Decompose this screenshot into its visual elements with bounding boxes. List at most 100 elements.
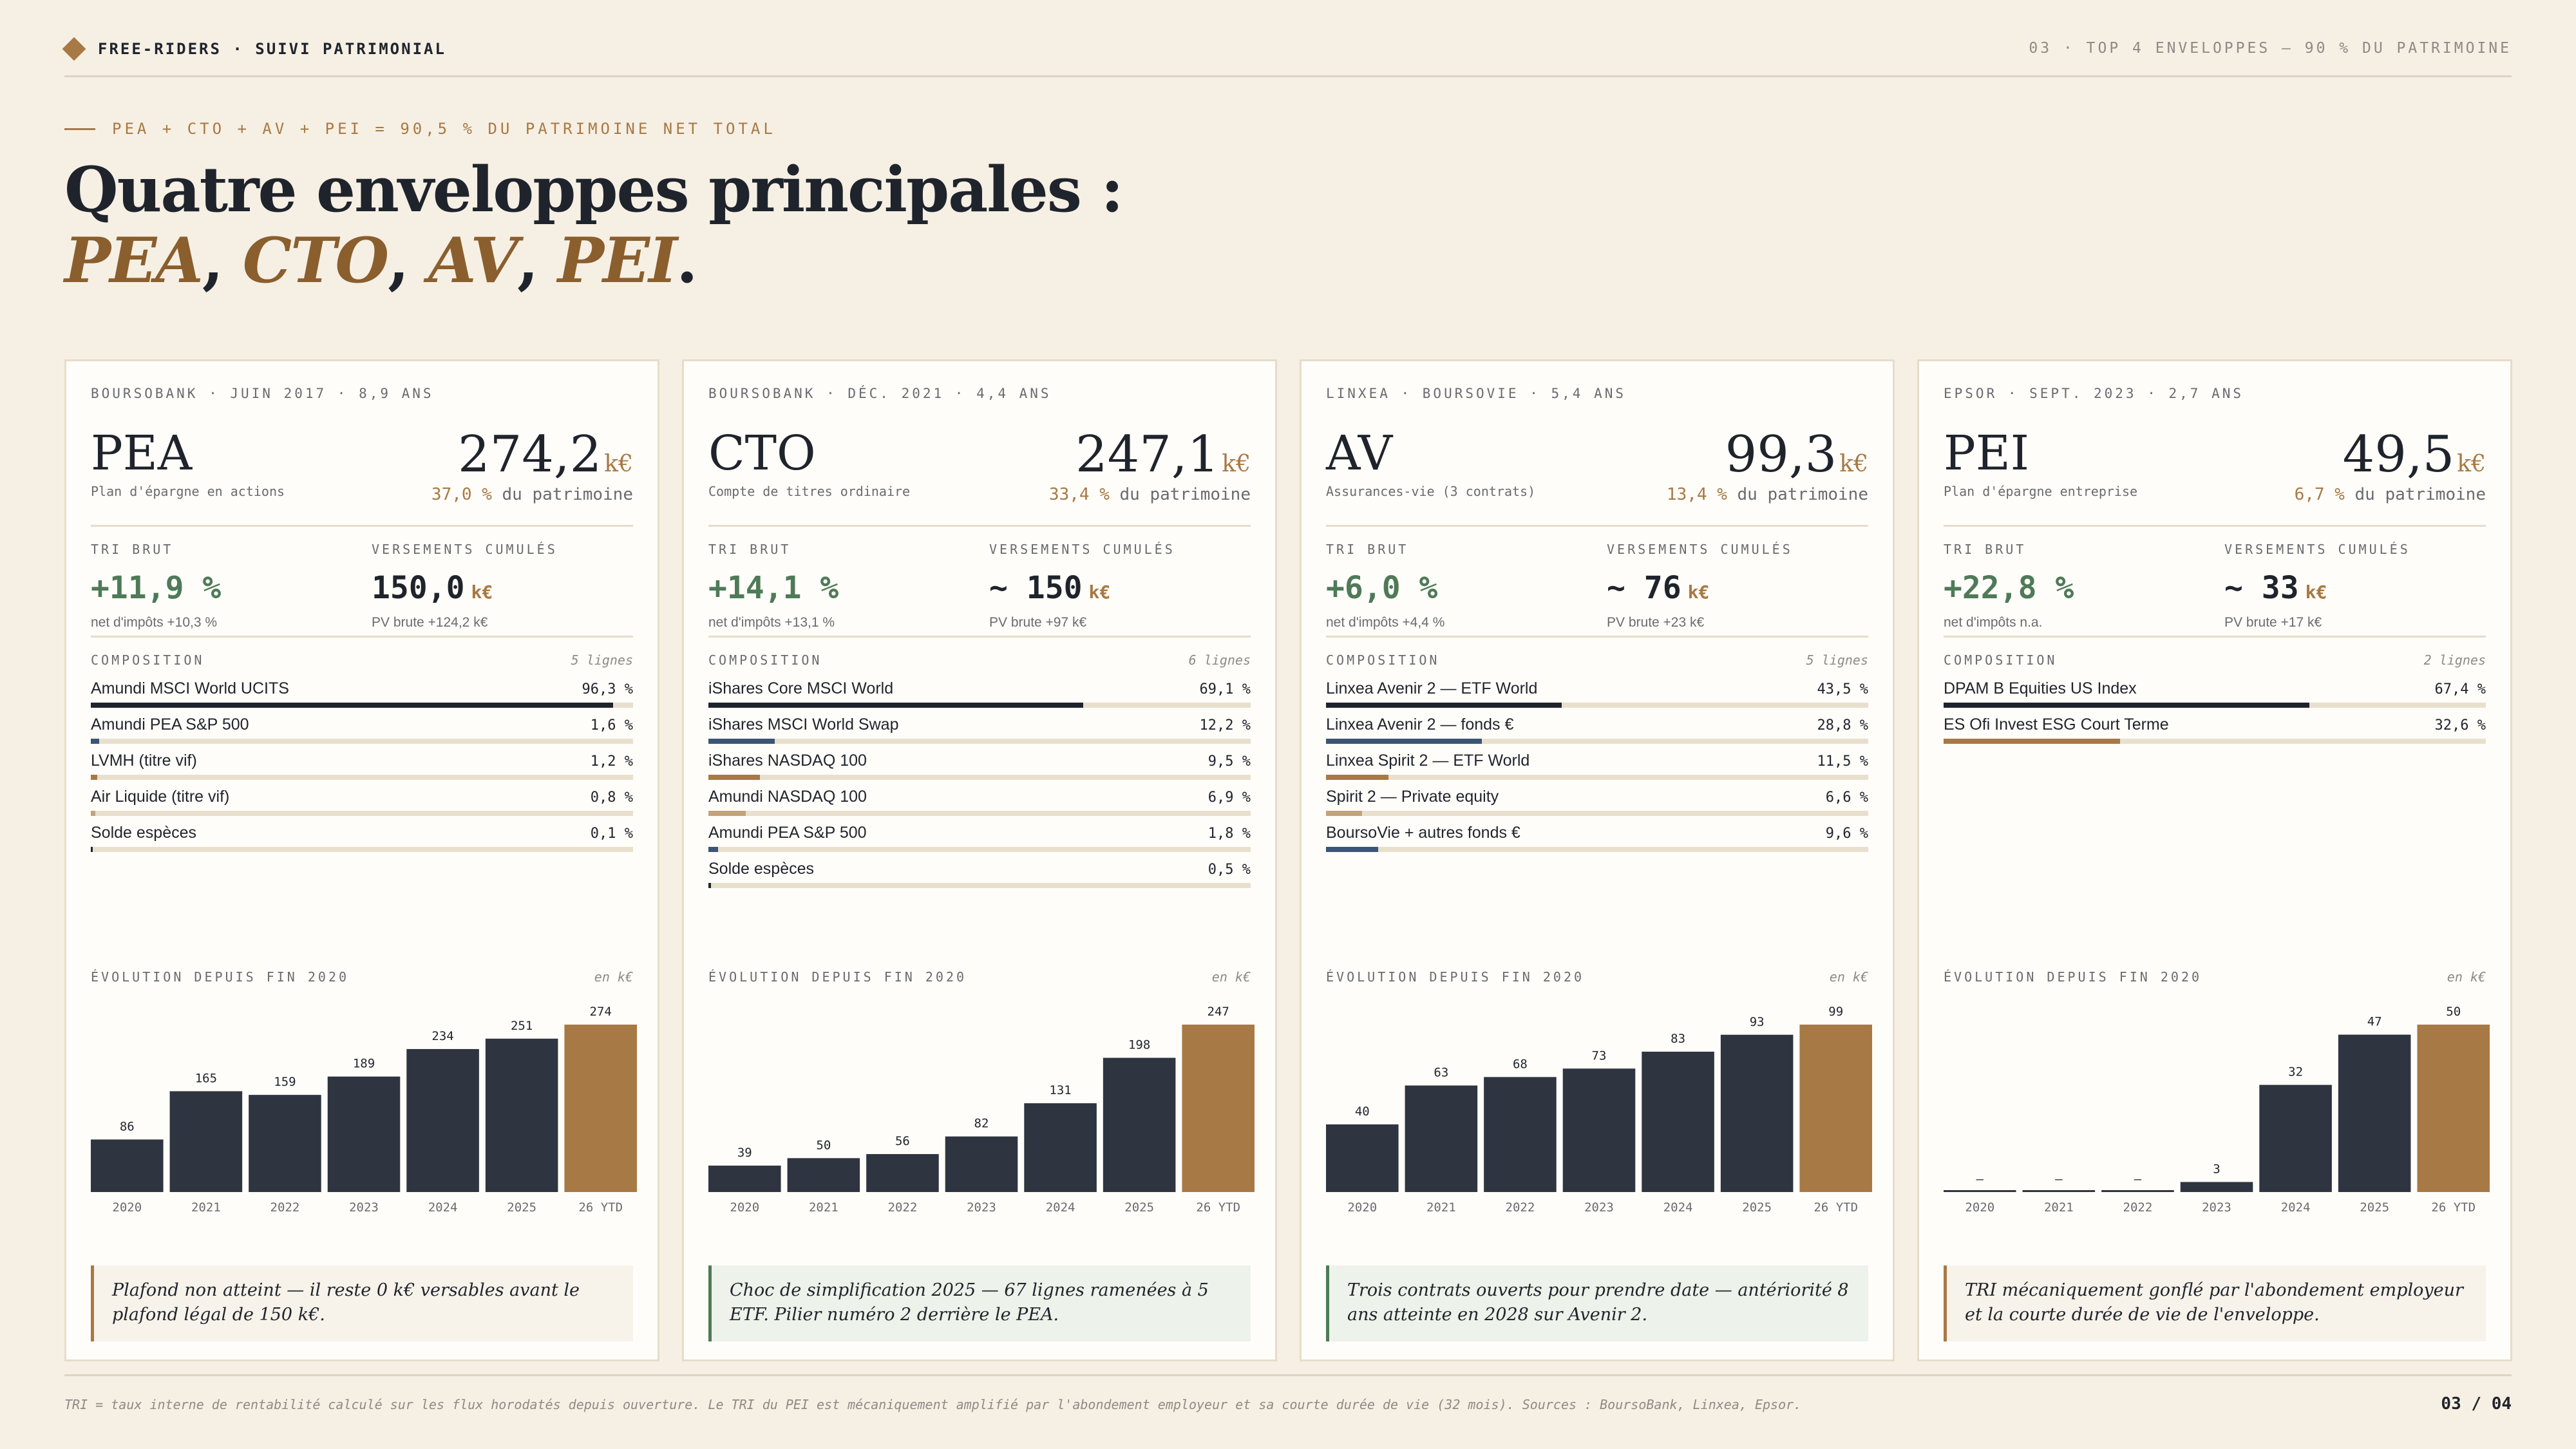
- composition-fill: [1326, 811, 1362, 816]
- composition-item: Amundi MSCI World UCITS 96,3 %: [91, 679, 633, 715]
- envelope-card-pei: EPSOR · SEPT. 2023 · 2,7 ANS PEI Plan d'ép…: [1917, 359, 2512, 1361]
- composition-header: COMPOSITION 5 lignes: [91, 652, 633, 668]
- chart-data-label: 131: [1049, 1083, 1071, 1097]
- tri-value: +6,0 %: [1326, 570, 1438, 606]
- versements-unit: k€: [1687, 582, 1710, 603]
- evolution-title: ÉVOLUTION DEPUIS FIN 2020: [708, 969, 967, 985]
- envelope-card-av: LINXEA · BOURSOVIE · 5,4 ANS AV Assurances…: [1300, 359, 1895, 1361]
- evolution-unit: en k€: [1829, 969, 1868, 985]
- chart-data-label: 93: [1750, 1015, 1765, 1029]
- chart-tick-label: 2022: [1506, 1200, 1535, 1215]
- versements-value: ~ 33 k€: [2224, 570, 2410, 606]
- composition-pct: 69,1 %: [1199, 681, 1251, 697]
- composition-name: Amundi MSCI World UCITS: [91, 679, 289, 697]
- chart-data-label: 47: [2367, 1015, 2382, 1029]
- composition-track: [1944, 703, 2486, 708]
- title-line-2: PEA, CTO, AV, PEI.: [64, 224, 698, 297]
- chart-data-label: 50: [816, 1138, 831, 1152]
- kicker-rule: [64, 128, 95, 130]
- chart-bar: [1944, 1190, 2016, 1192]
- page-number: 03 / 04: [2441, 1394, 2512, 1414]
- evolution-chart: — 2020 — 2021 — 2022 3 2023 32 2024 47 2025 50 26 YTD: [1944, 1005, 2490, 1215]
- evolution-unit: en k€: [594, 969, 633, 985]
- card-subtitle: Compte de titres ordinaire: [708, 484, 911, 499]
- composition-fill: [1326, 703, 1562, 708]
- composition-header: COMPOSITION 5 lignes: [1326, 652, 1868, 668]
- chart-bar: [1103, 1057, 1176, 1192]
- title-comma-3: ,: [516, 224, 558, 297]
- tri-stat: TRI BRUT +22,8 % net d'impôts n.a.: [1944, 542, 2074, 630]
- title-line-1: Quatre enveloppes principales :: [64, 153, 1124, 226]
- versements-label: VERSEMENTS CUMULÉS: [2224, 542, 2410, 557]
- versements-note: PV brute +124,2 k€: [372, 615, 488, 630]
- chart-bar: [1799, 1025, 1872, 1192]
- chart-bar: [1326, 1124, 1399, 1192]
- composition-fill: [1326, 739, 1482, 744]
- card-subtitle: Plan d'épargne en actions: [91, 484, 285, 499]
- share-label: du patrimoine: [1109, 485, 1251, 504]
- composition-track: [708, 775, 1251, 780]
- card-amount: 274,2 k€: [458, 426, 633, 484]
- chart-tick-label: 2021: [191, 1200, 221, 1215]
- composition-pct: 12,2 %: [1199, 717, 1251, 734]
- chart-tick-label: 2023: [967, 1200, 996, 1215]
- composition-fill: [708, 811, 746, 816]
- composition-pct: 11,5 %: [1817, 753, 1868, 770]
- tri-note: net d'impôts +4,4 %: [1326, 615, 1445, 630]
- composition-item: Amundi PEA S&P 500 1,8 %: [708, 824, 1251, 860]
- chart-tick-label: 2025: [1742, 1200, 1772, 1215]
- chart-tick-label: 2025: [2360, 1200, 2389, 1215]
- card-meta: BOURSOBANK · DÉC. 2021 · 4,4 ANS: [708, 386, 1052, 401]
- footnote: TRI = taux interne de rentabilité calcul…: [64, 1397, 1802, 1412]
- title-pea: PEA: [64, 224, 204, 297]
- evolution-chart: 40 2020 63 2021 68 2022 73 2023 83 2024 93 2025 99 26…: [1326, 1005, 1872, 1215]
- composition-track: [708, 811, 1251, 816]
- composition-name: DPAM B Equities US Index: [1944, 679, 2137, 697]
- chart-bar: [1562, 1068, 1636, 1192]
- share-label: du patrimoine: [1727, 485, 1868, 504]
- composition-pct: 6,6 %: [1825, 790, 1868, 806]
- versements-label: VERSEMENTS CUMULÉS: [989, 542, 1175, 557]
- versements-value: ~ 150 k€: [989, 570, 1175, 606]
- composition-header: COMPOSITION 6 lignes: [708, 652, 1251, 668]
- versements-value: 150,0 k€: [372, 570, 558, 606]
- chart-data-label: 82: [974, 1117, 989, 1131]
- composition-pct: 1,8 %: [1208, 826, 1251, 842]
- chart-bar: [2338, 1034, 2411, 1192]
- chart-data-label: 99: [1828, 1005, 1843, 1019]
- chart-data-label: —: [2134, 1172, 2142, 1186]
- card-note: Trois contrats ouverts pour prendre date…: [1326, 1265, 1868, 1341]
- composition-list: DPAM B Equities US Index 67,4 % ES Ofi Inv…: [1944, 679, 2486, 752]
- tri-stat: TRI BRUT +14,1 % net d'impôts +13,1 %: [708, 542, 838, 630]
- composition-pct: 67,4 %: [2434, 681, 2486, 697]
- chart-data-label: 39: [737, 1146, 752, 1160]
- chart-bar: [1405, 1085, 1478, 1192]
- versements-stat: VERSEMENTS CUMULÉS ~ 150 k€ PV brute +97 k€: [989, 542, 1175, 630]
- composition-item: BoursoVie + autres fonds € 9,6 %: [1326, 824, 1868, 860]
- composition-item: iShares MSCI World Swap 12,2 %: [708, 715, 1251, 752]
- card-name: PEI: [1944, 426, 2030, 481]
- divider: [1944, 525, 2486, 527]
- versements-stat: VERSEMENTS CUMULÉS ~ 76 k€ PV brute +23 k€: [1607, 542, 1793, 630]
- composition-fill: [708, 775, 760, 780]
- tri-label: TRI BRUT: [708, 542, 791, 557]
- composition-count: 5 lignes: [1806, 652, 1868, 668]
- composition-name: Linxea Avenir 2 — fonds €: [1326, 715, 1514, 734]
- chart-data-label: 86: [120, 1119, 135, 1133]
- page-title: Quatre enveloppes principales : PEA, CTO…: [64, 153, 1124, 297]
- chart-data-label: —: [1976, 1172, 1984, 1186]
- share-label: du patrimoine: [491, 485, 633, 504]
- composition-track: [1326, 703, 1868, 708]
- chart-bar: [1642, 1052, 1714, 1192]
- composition-item: Amundi PEA S&P 500 1,6 %: [91, 715, 633, 752]
- tri-note: net d'impôts n.a.: [1944, 615, 2043, 630]
- composition-pct: 0,1 %: [590, 826, 633, 842]
- composition-item: Solde espèces 0,5 %: [708, 860, 1251, 896]
- chart-data-label: 3: [2213, 1162, 2220, 1176]
- composition-fill: [91, 739, 100, 744]
- composition-track: [91, 703, 633, 708]
- evolution-title: ÉVOLUTION DEPUIS FIN 2020: [1944, 969, 2202, 985]
- composition-fill: [91, 847, 93, 852]
- composition-track: [91, 739, 633, 744]
- envelope-card-pea: BOURSOBANK · JUIN 2017 · 8,9 ANS PEA Plan …: [64, 359, 659, 1361]
